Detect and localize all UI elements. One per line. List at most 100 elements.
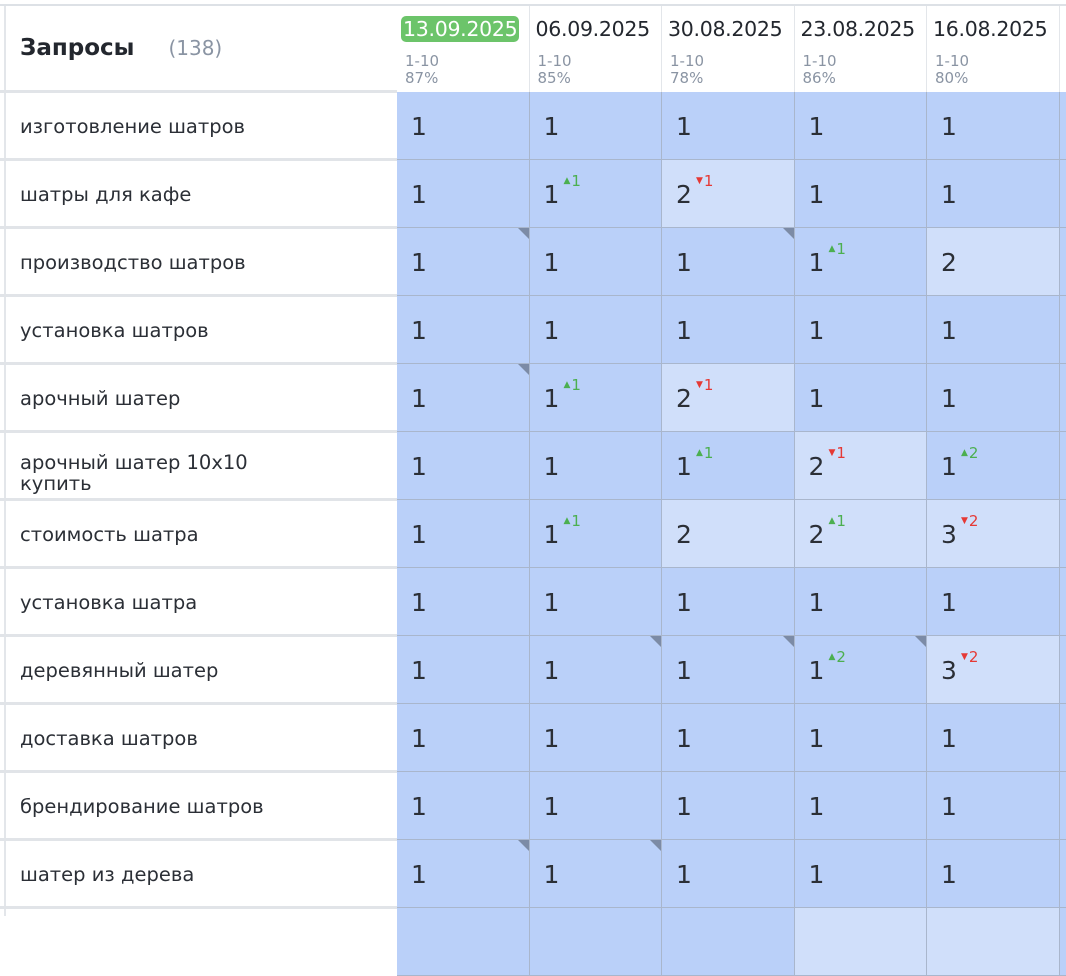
query-label[interactable]: арочный шатер 10x10 купить — [20, 452, 280, 494]
position-value: 1 — [411, 248, 427, 277]
position-cell[interactable]: 2▼1 — [795, 432, 928, 500]
corner-marker-icon — [518, 840, 529, 851]
position-cell[interactable]: 1 — [397, 772, 530, 840]
query-label[interactable]: стоимость шатра — [20, 524, 280, 545]
position-cell[interactable]: 1▲1 — [662, 432, 795, 500]
position-cell[interactable]: 3▼2 — [927, 500, 1060, 568]
position-cell[interactable]: 2▼1 — [662, 364, 795, 432]
position-cell[interactable]: 1 — [530, 704, 663, 772]
position-cell[interactable]: 1 — [397, 364, 530, 432]
position-cell[interactable]: 3▼2 — [927, 636, 1060, 704]
position-value: 1 — [941, 316, 957, 345]
position-cell[interactable]: 1▲1 — [530, 500, 663, 568]
position-cell[interactable]: 1 — [927, 92, 1060, 160]
position-cell[interactable]: 1 — [795, 704, 928, 772]
position-cell[interactable]: 1 — [927, 160, 1060, 228]
position-cell[interactable]: 1 — [530, 840, 663, 908]
position-cell[interactable]: 1 — [530, 772, 663, 840]
position-cell[interactable]: 2▲1 — [795, 500, 928, 568]
position-cell[interactable]: 1 — [397, 840, 530, 908]
position-value: 1 — [676, 248, 692, 277]
position-cell[interactable]: 1 — [397, 92, 530, 160]
position-cell[interactable]: 1▲1 — [795, 228, 928, 296]
column-date[interactable]: 16.08.2025 — [931, 16, 1049, 42]
position-cell[interactable]: 2 — [662, 500, 795, 568]
query-label[interactable]: шатры для кафе — [20, 184, 280, 205]
position-cell[interactable]: 1 — [397, 636, 530, 704]
position-cell[interactable]: 1 — [530, 92, 663, 160]
column-date[interactable]: 30.08.2025 — [666, 16, 784, 42]
position-cell[interactable]: 1 — [927, 568, 1060, 636]
position-cell[interactable]: 1 — [530, 636, 663, 704]
position-cell[interactable]: 1 — [795, 92, 928, 160]
position-cell[interactable]: 1▲2 — [927, 432, 1060, 500]
query-label[interactable]: изготовление шатров — [20, 116, 280, 137]
query-label[interactable]: производство шатров — [20, 252, 280, 273]
triangle-up-icon: ▲ — [696, 448, 703, 458]
query-label[interactable]: установка шатра — [20, 592, 280, 613]
query-label[interactable]: брендирование шатров — [20, 796, 280, 817]
position-cell[interactable]: 1 — [530, 296, 663, 364]
position-cell[interactable]: 1▲1 — [530, 364, 663, 432]
position-cell[interactable]: 1 — [530, 568, 663, 636]
position-cell-partial — [1060, 908, 1066, 976]
position-cell[interactable]: 1 — [927, 840, 1060, 908]
position-cell[interactable]: 1▲1 — [530, 160, 663, 228]
column-date[interactable]: 13.09.2025 — [401, 16, 519, 42]
position-cell[interactable]: 1 — [795, 772, 928, 840]
position-cell[interactable]: 1 — [795, 364, 928, 432]
column-date[interactable]: 06.09.2025 — [534, 16, 652, 42]
position-value: 1 — [941, 724, 957, 753]
position-down: ▼2 — [961, 648, 978, 666]
position-cell[interactable]: 1 — [662, 296, 795, 364]
position-cell[interactable]: 1 — [662, 568, 795, 636]
position-cell[interactable]: 1 — [397, 568, 530, 636]
position-cell[interactable]: 1 — [397, 296, 530, 364]
position-cell[interactable]: 1 — [927, 704, 1060, 772]
position-cell[interactable]: 1 — [662, 92, 795, 160]
query-label[interactable]: арочный шатер — [20, 388, 280, 409]
position-cell[interactable]: 1 — [662, 228, 795, 296]
position-value: 2 — [676, 180, 692, 209]
position-up: ▲1 — [829, 512, 846, 530]
position-cell[interactable]: 1 — [397, 160, 530, 228]
position-cell[interactable]: 2▼1 — [662, 160, 795, 228]
position-cell[interactable]: 1 — [927, 364, 1060, 432]
column-percent: 87% — [405, 70, 438, 86]
position-cell[interactable]: 1 — [795, 160, 928, 228]
change-amount: 2 — [836, 648, 846, 666]
query-label[interactable]: деревянный шатер — [20, 660, 280, 681]
position-cell[interactable]: 2 — [927, 228, 1060, 296]
position-cell[interactable]: 1 — [662, 636, 795, 704]
column-date[interactable]: 23.08.2025 — [799, 16, 917, 42]
position-cell[interactable]: 1 — [530, 228, 663, 296]
position-cell[interactable]: 1▲2 — [795, 636, 928, 704]
query-label[interactable]: установка шатров — [20, 320, 280, 341]
row-divider — [0, 634, 397, 637]
position-cell[interactable]: 1 — [662, 772, 795, 840]
query-label[interactable]: шатер из дерева — [20, 864, 280, 885]
position-cell[interactable]: 1 — [397, 500, 530, 568]
position-cell[interactable]: 1 — [662, 704, 795, 772]
query-label[interactable]: доставка шатров — [20, 728, 280, 749]
change-amount: 1 — [836, 512, 846, 530]
position-cell[interactable]: 1 — [795, 840, 928, 908]
position-cell[interactable]: 1 — [530, 432, 663, 500]
position-cell[interactable]: 1 — [397, 228, 530, 296]
position-cell[interactable]: 1 — [927, 296, 1060, 364]
position-cell[interactable]: 1 — [795, 296, 928, 364]
corner-marker-icon — [783, 228, 794, 239]
position-cell[interactable]: 1 — [662, 840, 795, 908]
position-cell[interactable]: 1 — [927, 772, 1060, 840]
position-cell[interactable]: 1 — [397, 704, 530, 772]
position-cell[interactable]: 1 — [397, 432, 530, 500]
position-cell[interactable]: 1 — [795, 568, 928, 636]
position-cell-partial — [1060, 364, 1066, 432]
date-column-header-partial[interactable] — [1060, 6, 1066, 92]
queries-title: Запросы — [20, 35, 134, 61]
